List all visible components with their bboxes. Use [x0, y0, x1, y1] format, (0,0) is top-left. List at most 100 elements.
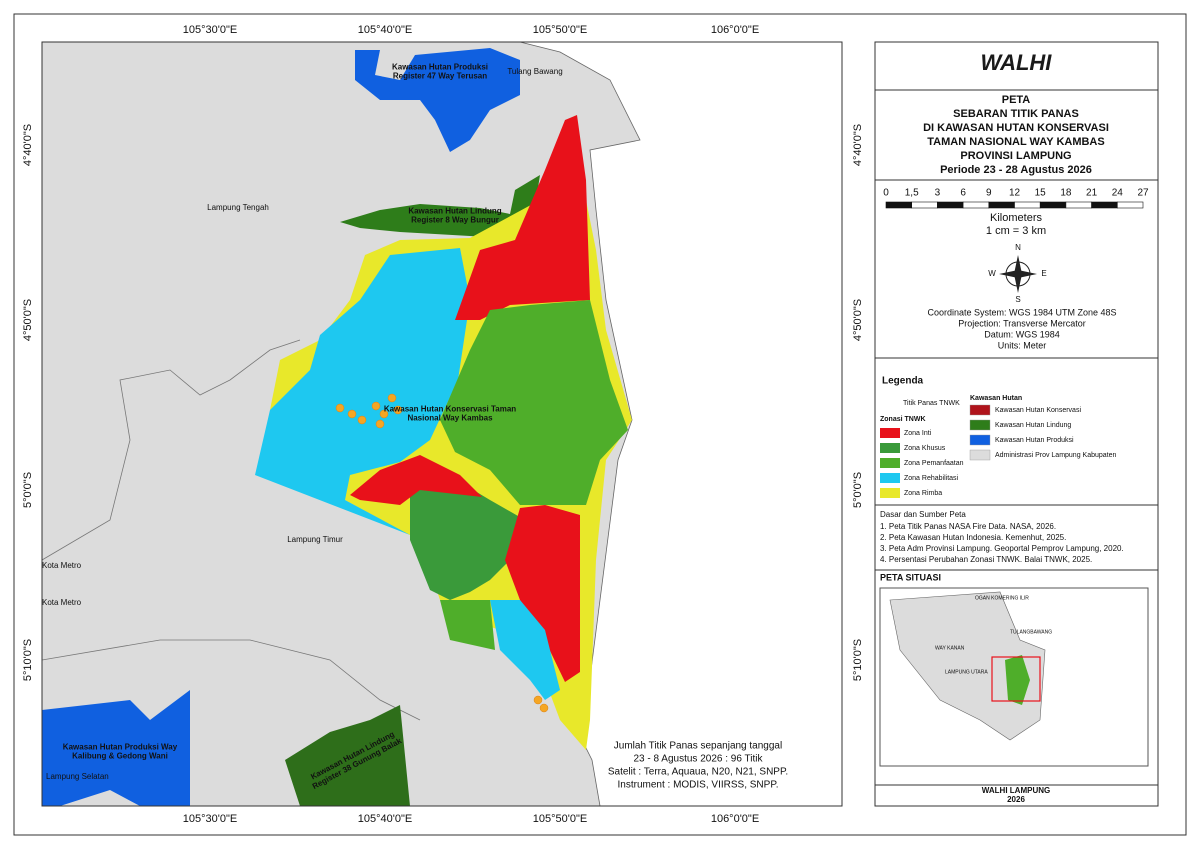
scale-segment [1039, 201, 1067, 209]
legend-swatch [880, 458, 900, 468]
scale-segment [937, 201, 964, 209]
inset-extent [991, 656, 1041, 702]
source-line: 1. Peta Titik Panas NASA Fire Data. NASA… [880, 522, 1056, 531]
x-coord-label: 105°30'0"E [183, 24, 237, 36]
legend-subtitle: Zonasi TNWK [880, 416, 926, 423]
legend-swatch [969, 419, 991, 431]
scale-tick-label: 3 [935, 188, 941, 199]
source-line: 3. Peta Adm Provinsi Lampung. Geoportal … [880, 544, 1124, 553]
legend-swatch [880, 473, 900, 483]
scale-segment [1065, 201, 1092, 209]
district-boundary [42, 339, 301, 561]
place-label: Kota Metro [42, 561, 82, 570]
place-label: Kota Metro [42, 598, 82, 607]
title-line: TAMAN NASIONAL WAY KAMBAS [927, 136, 1104, 148]
title-line: SEBARAN TITIK PANAS [953, 108, 1079, 120]
projection-line: Projection: Transverse Mercator [958, 318, 1086, 328]
legend: Legenda Titik Panas TNWK Zonasi TNWK Kawasa… [880, 376, 1117, 498]
hotspot [379, 409, 389, 419]
y-coord-label: 5°10'0"S [22, 639, 34, 681]
forest-protection [340, 175, 540, 240]
place-label: Lampung Selatan [46, 772, 109, 781]
legend-swatch [880, 488, 900, 498]
scale-tick-label: 1,5 [905, 188, 919, 199]
coordinates: 105°30'0"E 105°30'0"E 105°40'0"E 105°40'0"E… [22, 24, 864, 825]
hotspot [371, 401, 381, 411]
projection-info: Coordinate System: WGS 1984 UTM Zone 48S… [927, 307, 1116, 350]
x-coord-label: 105°50'0"E [533, 24, 587, 36]
scale-segment [962, 201, 990, 209]
sea [519, 42, 842, 806]
source-line: 4. Persentasi Perubahan Zonasi TNWK. Bal… [880, 555, 1092, 564]
legend-label: Kawasan Hutan Konservasi [995, 407, 1081, 414]
place-label: Tulang Bawang [507, 67, 562, 76]
map-frame [41, 41, 843, 807]
situation-title: PETA SITUASI [880, 572, 941, 582]
hotspots [335, 393, 549, 713]
hotspot [387, 393, 397, 403]
y-coord-label: 4°50'0"S [22, 299, 34, 341]
scale-segment [885, 201, 913, 209]
scale-tick-label: 6 [960, 188, 966, 199]
legend-hotspot: Titik Panas TNWK [903, 400, 960, 407]
title-line: Periode 23 - 28 Agustus 2026 [940, 164, 1092, 176]
compass-needle [999, 270, 1037, 278]
scale-segment [1014, 201, 1041, 209]
y-coord-label: 4°50'0"S [852, 299, 864, 341]
scale-segment [1117, 201, 1144, 209]
summary-line: Satelit : Terra, Aquaua, N20, N21, SNPP. [608, 767, 788, 778]
scale-tick-label: 0 [883, 188, 889, 199]
scale-segment [1091, 201, 1118, 209]
area-label: Kawasan Hutan Konservasi Taman Nasional W… [384, 405, 516, 423]
compass-w: W [988, 269, 996, 278]
area-label: Kawasan Hutan Produksi Way Kalibung & Ged… [63, 743, 178, 761]
inset-label: LAMPUNG UTARA [945, 669, 988, 675]
hotspot [533, 695, 543, 705]
legend-subtitle: Kawasan Hutan [970, 395, 1022, 402]
scale-bar: 0 1,5 3 6 9 12 15 18 21 24 27 [883, 188, 1149, 209]
summary: Jumlah Titik Panas sepanjang tanggal 23 -… [608, 741, 788, 791]
sources-title: Dasar dan Sumber Peta [880, 510, 966, 519]
x-coord-label: 105°40'0"E [358, 813, 412, 825]
sources: Dasar dan Sumber Peta 1. Peta Titik Panas… [880, 510, 1124, 564]
zona-inti [505, 505, 580, 682]
title-line: PROVINSI LAMPUNG [960, 150, 1071, 162]
forest-production [355, 48, 520, 152]
zona-inti [350, 455, 482, 505]
footer: 2026 [1007, 795, 1025, 804]
scale-tick-label: 15 [1035, 188, 1047, 199]
hotspot [539, 703, 549, 713]
inset-label: TULANGBAWANG [1010, 629, 1052, 635]
x-coord-label: 105°40'0"E [358, 24, 412, 36]
logo: WALHI [981, 50, 1053, 75]
zona-pemanfaatan [440, 600, 495, 650]
hotspot [347, 409, 357, 419]
scale-tick-label: 9 [986, 188, 992, 199]
scale-tick-label: 24 [1112, 188, 1124, 199]
hotspot [357, 415, 367, 425]
scale-tick-label: 27 [1137, 188, 1149, 199]
legend-title: Legenda [882, 376, 924, 387]
inset-label: OGAN KOMERING ILIR [975, 595, 1029, 601]
legend-label: Zona Rimba [904, 490, 942, 497]
scale-tick-label: 21 [1086, 188, 1098, 199]
area-label: Kawasan Hutan Lindung Register 8 Way Bung… [408, 207, 501, 225]
scale-segment [988, 201, 1015, 209]
scale-tick-label: 12 [1009, 188, 1021, 199]
hotspot [335, 403, 345, 413]
legend-swatch [969, 434, 991, 446]
legend-label: Zona Inti [904, 430, 932, 437]
y-coord-label: 4°40'0"S [852, 124, 864, 166]
legend-label: Kawasan Hutan Produksi [995, 437, 1074, 444]
y-coord-label: 5°0'0"S [22, 472, 34, 508]
scale-tick-label: 18 [1060, 188, 1072, 199]
legend-label: Administrasi Prov Lampung Kabupaten [995, 452, 1117, 459]
map-title: PETA SEBARAN TITIK PANAS DI KAWASAN HUTAN … [923, 94, 1109, 176]
summary-line: Instrument : MODIS, VIIRSS, SNPP. [618, 780, 779, 791]
scale-segment [911, 201, 938, 209]
x-coord-label: 106°0'0"E [711, 813, 759, 825]
forest-production [42, 690, 190, 806]
compass-s: S [1015, 295, 1020, 304]
